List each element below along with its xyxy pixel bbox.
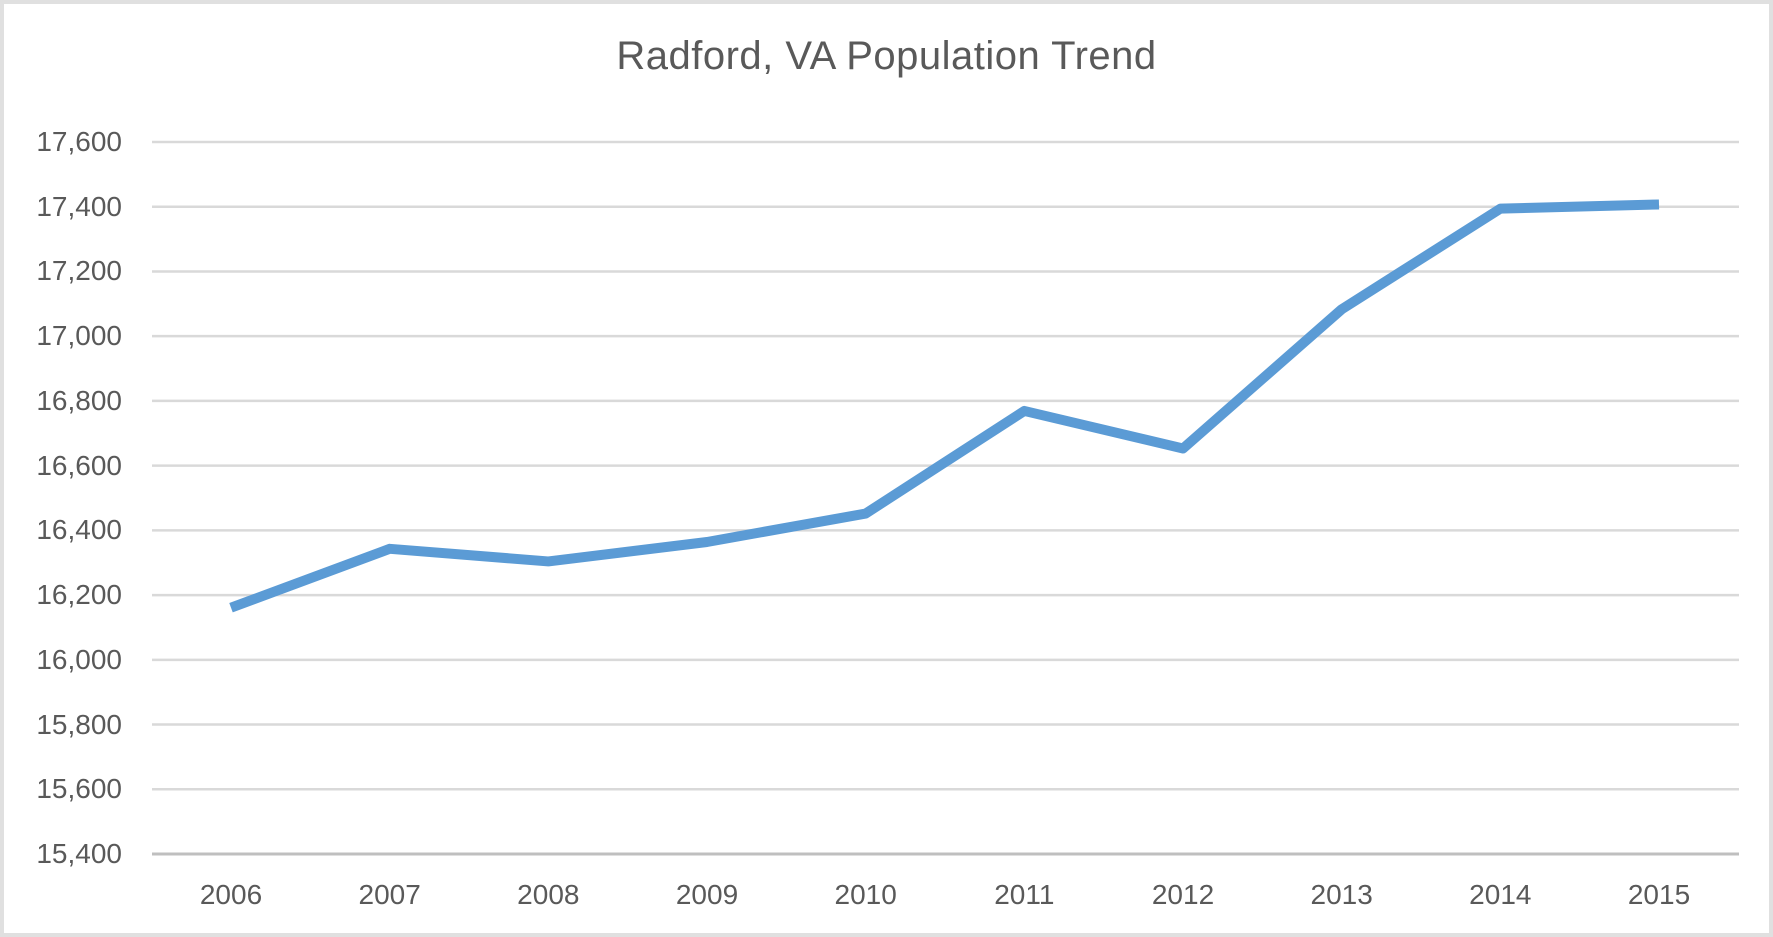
- x-tick-label: 2008: [517, 879, 580, 910]
- y-tick-label: 16,600: [36, 449, 122, 481]
- x-tick-label: 2011: [994, 879, 1055, 910]
- x-tick-label: 2009: [675, 879, 739, 910]
- x-tick-label: 2013: [1310, 879, 1373, 910]
- chart-title: Radford, VA Population Trend: [616, 34, 1157, 78]
- population-trend-line: [229, 199, 1660, 613]
- x-tick-label: 2012: [1151, 879, 1215, 910]
- y-tick-label: 17,200: [36, 255, 122, 287]
- x-tick-label: 2007: [358, 879, 421, 910]
- y-tick-label: 16,200: [36, 579, 122, 611]
- y-tick-label: 16,000: [36, 643, 122, 675]
- y-tick-label: 17,600: [36, 126, 122, 157]
- y-tick-label: 16,800: [36, 384, 122, 416]
- x-tick-label: 2010: [834, 879, 897, 910]
- y-tick-label: 17,000: [36, 320, 122, 352]
- x-tick-label: 2006: [199, 879, 263, 910]
- y-tick-label: 15,400: [36, 838, 122, 869]
- x-tick-label: 2015: [1627, 879, 1691, 910]
- y-tick-label: 16,400: [36, 514, 122, 546]
- plot-area: [152, 140, 1739, 856]
- y-tick-label: 17,400: [36, 190, 122, 222]
- y-tick-label: 15,600: [36, 773, 122, 805]
- x-tick-label: 2014: [1469, 879, 1532, 910]
- y-tick-label: 15,800: [36, 708, 122, 740]
